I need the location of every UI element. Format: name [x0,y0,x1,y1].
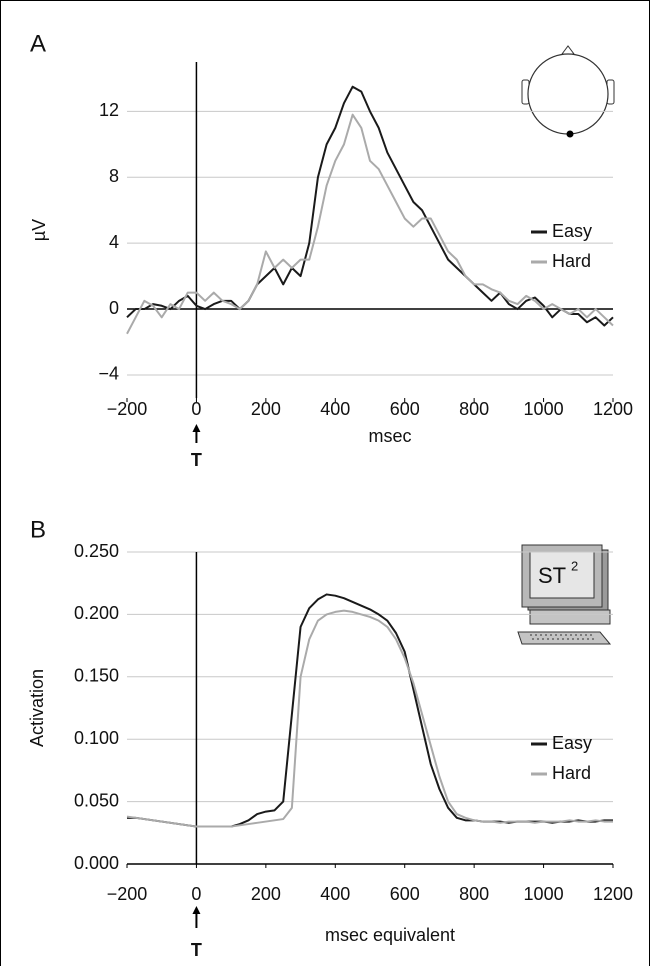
arrow-head [192,906,200,914]
onset-marker: T [191,940,202,960]
x-tick-label: 600 [390,884,420,904]
x-tick-label: 400 [320,884,350,904]
x-tick-label: 600 [390,399,420,419]
y-tick-label: 0.250 [74,541,119,561]
x-tick-label: 1000 [524,399,564,419]
y-tick-label: 0.200 [74,603,119,623]
y-axis-label: µV [29,219,49,241]
legend-label: Easy [552,733,592,753]
series-line [127,115,613,334]
x-tick-label: 200 [251,884,281,904]
y-tick-label: 12 [99,100,119,120]
icon-superscript: 2 [571,558,578,573]
x-tick-label: 800 [459,399,489,419]
y-tick-label: 0.100 [74,728,119,748]
x-tick-label: −200 [107,399,148,419]
y-tick-label: −4 [98,364,119,384]
y-axis-label: Activation [27,669,47,747]
onset-marker: T [191,450,202,470]
legend-label: Hard [552,251,591,271]
y-tick-label: 4 [109,232,119,252]
panel-label: A [30,30,46,57]
y-tick-label: 0 [109,298,119,318]
x-tick-label: −200 [107,884,148,904]
computer-icon: ST 2 [518,545,610,644]
head-icon [522,46,614,138]
x-tick-label: 0 [191,399,201,419]
series-line [127,594,613,826]
x-tick-label: 1000 [524,884,564,904]
legend-label: Easy [552,221,592,241]
y-tick-label: 0.050 [74,790,119,810]
x-tick-label: 0 [191,884,201,904]
page: {"chart_data": [ {"type": "line", "panel… [0,0,650,966]
x-axis-label: msec [368,426,411,446]
x-tick-label: 400 [320,399,350,419]
figure: ST 2 −4 0 4 8 12 −200 0 200 400 600 800 1000 1200 Ams… [0,0,650,966]
y-tick-label: 0.000 [74,853,119,873]
panel-label: B [30,516,46,543]
x-axis-label: msec equivalent [325,925,455,945]
arrow-head [192,424,200,432]
x-tick-label: 800 [459,884,489,904]
y-tick-label: 0.150 [74,666,119,686]
icon-text: ST [538,563,566,588]
x-tick-label: 1200 [593,884,633,904]
x-tick-label: 200 [251,399,281,419]
y-tick-label: 8 [109,166,119,186]
legend-label: Hard [552,763,591,783]
x-tick-label: 1200 [593,399,633,419]
